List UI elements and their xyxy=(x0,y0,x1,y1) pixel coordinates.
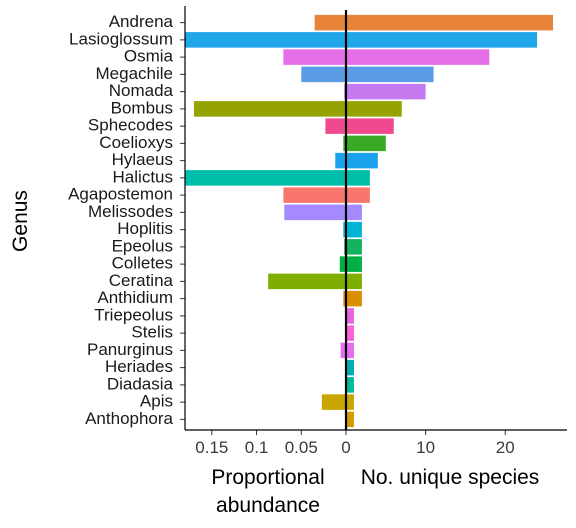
bar-abundance-agapostemon xyxy=(283,187,346,203)
genus-label-andrena: Andrena xyxy=(109,12,174,31)
right-panel-bars xyxy=(346,14,554,428)
genus-label-bombus: Bombus xyxy=(111,98,173,117)
bar-species-ceratina xyxy=(346,273,362,290)
genus-label-triepeolus: Triepeolus xyxy=(94,305,173,324)
genus-label-halictus: Halictus xyxy=(113,167,173,186)
bar-abundance-colletes xyxy=(339,256,346,272)
bar-abundance-hoplitis xyxy=(343,221,346,238)
right-x-tick-0-label: 0 xyxy=(341,438,350,457)
bar-species-stelis xyxy=(346,325,354,341)
left-x-tick-2-label: 0.05 xyxy=(285,438,318,457)
bar-species-heriades xyxy=(346,359,354,376)
bar-abundance-melissodes xyxy=(284,204,346,221)
bar-abundance-ceratina xyxy=(268,273,346,290)
genus-label-hoplitis: Hoplitis xyxy=(117,219,173,238)
bar-species-megachile xyxy=(346,66,434,83)
left-panel-bars xyxy=(185,14,346,428)
bar-species-osmia xyxy=(346,49,490,65)
bar-species-apis xyxy=(346,394,354,410)
genus-label-osmia: Osmia xyxy=(124,47,174,66)
bar-species-lasioglossum xyxy=(346,32,538,48)
genus-label-colletes: Colletes xyxy=(112,254,173,273)
genus-label-ceratina: Ceratina xyxy=(109,271,174,290)
left-x-tick-0-label: 0.15 xyxy=(195,438,228,457)
bar-species-epeolus xyxy=(346,239,362,255)
bar-abundance-bombus xyxy=(193,101,346,117)
left-x-axis-title-line-2: abundance xyxy=(216,494,320,517)
genus-label-anthophora: Anthophora xyxy=(85,409,173,428)
bar-species-triepeolus xyxy=(346,308,354,324)
bar-abundance-megachile xyxy=(301,66,346,83)
bar-abundance-halictus xyxy=(185,170,346,186)
genus-labels: AndrenaLasioglossumOsmiaMegachileNomadaB… xyxy=(68,12,185,428)
genus-label-stelis: Stelis xyxy=(131,323,173,342)
bar-species-anthidium xyxy=(346,290,362,307)
genus-label-coelioxys: Coelioxys xyxy=(99,133,173,152)
bar-species-nomada xyxy=(346,83,426,100)
genus-label-heriades: Heriades xyxy=(105,357,173,376)
genus-label-apis: Apis xyxy=(140,392,173,411)
bar-species-hoplitis xyxy=(346,221,362,238)
bar-species-sphecodes xyxy=(346,118,394,134)
right-x-tick-2-label: 20 xyxy=(496,438,515,457)
bar-species-hylaeus xyxy=(346,152,378,169)
bar-species-andrena xyxy=(346,14,554,31)
bar-abundance-lasioglossum xyxy=(185,32,346,48)
genus-label-hylaeus: Hylaeus xyxy=(112,150,173,169)
genus-label-anthidium: Anthidium xyxy=(97,288,173,307)
genus-label-panurginus: Panurginus xyxy=(87,340,173,359)
bar-species-melissodes xyxy=(346,204,362,221)
bar-abundance-anthidium xyxy=(343,290,346,307)
bar-species-panurginus xyxy=(346,342,354,359)
genus-label-diadasia: Diadasia xyxy=(107,374,174,393)
bar-abundance-panurginus xyxy=(340,342,346,359)
genus-label-lasioglossum: Lasioglossum xyxy=(69,29,173,48)
bar-species-bombus xyxy=(346,101,402,117)
bar-species-colletes xyxy=(346,256,362,272)
genus-label-melissodes: Melissodes xyxy=(88,202,173,221)
right-x-axis-title: No. unique species xyxy=(361,466,540,489)
bar-abundance-apis xyxy=(321,394,346,410)
bar-species-halictus xyxy=(346,170,370,186)
bar-abundance-andrena xyxy=(314,14,346,31)
bar-species-agapostemon xyxy=(346,187,370,203)
genus-label-sphecodes: Sphecodes xyxy=(88,116,173,135)
genus-label-megachile: Megachile xyxy=(96,64,174,83)
genus-label-nomada: Nomada xyxy=(109,81,174,100)
genus-label-epeolus: Epeolus xyxy=(112,236,173,255)
left-x-tick-1-label: 0.1 xyxy=(245,438,269,457)
bar-species-coelioxys xyxy=(346,135,386,152)
genus-label-agapostemon: Agapostemon xyxy=(68,185,173,204)
y-axis-title: Genus xyxy=(9,190,32,252)
bar-abundance-hylaeus xyxy=(335,152,346,169)
left-x-axis-title-line-1: Proportional xyxy=(211,466,324,489)
bar-species-diadasia xyxy=(346,377,354,393)
bar-abundance-sphecodes xyxy=(325,118,346,134)
right-x-tick-1-label: 10 xyxy=(416,438,435,457)
bar-species-anthophora xyxy=(346,411,354,428)
x-axis-ticks: 0.15 0.1 0.05 0 10 20 xyxy=(195,430,515,457)
bar-abundance-osmia xyxy=(283,49,346,65)
bar-abundance-coelioxys xyxy=(343,135,346,152)
